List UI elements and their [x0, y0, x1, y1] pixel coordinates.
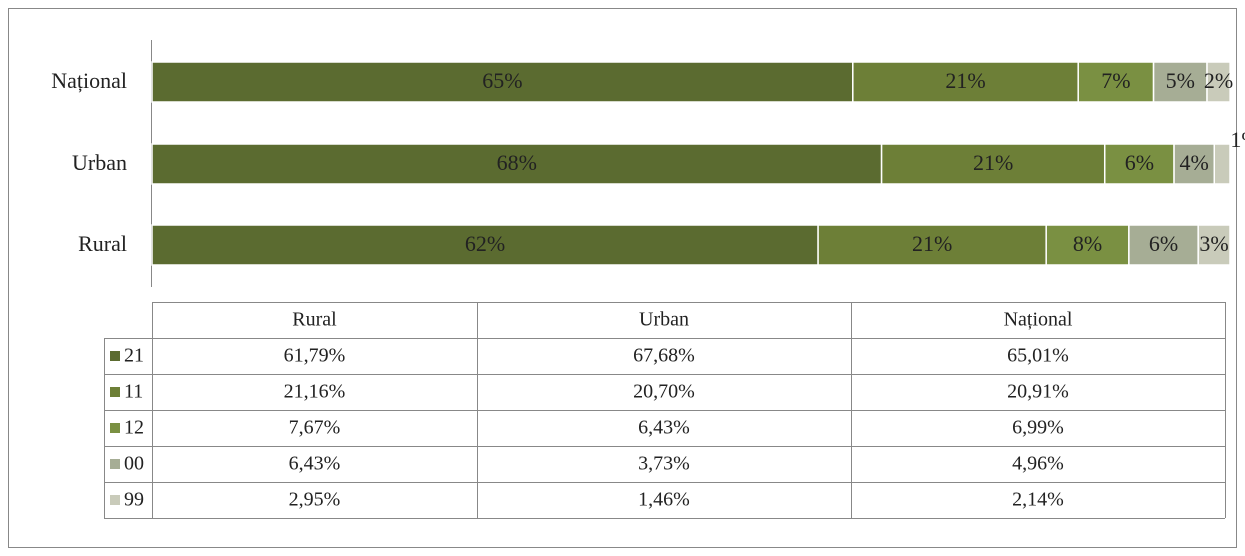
legend-label: 12 [124, 417, 144, 439]
table-cell: 6,99% [1012, 417, 1064, 439]
legend-swatch [110, 387, 120, 397]
data-label: 3% [1199, 231, 1228, 256]
data-label: 6% [1125, 150, 1154, 175]
data-label: 68% [497, 150, 537, 175]
table-cell: 2,14% [1012, 489, 1064, 511]
table-cell: 2,95% [289, 489, 341, 511]
category-label: Național [51, 68, 127, 93]
bar-segment [151, 61, 854, 103]
category-label: Urban [72, 150, 127, 175]
data-label: 6% [1149, 231, 1178, 256]
table-cell: 67,68% [633, 345, 695, 367]
data-label: 5% [1166, 68, 1195, 93]
table-cell: 61,79% [284, 345, 346, 367]
data-label: 1% [1230, 127, 1245, 152]
legend-swatch [110, 495, 120, 505]
table-cell: 20,91% [1007, 381, 1069, 403]
table-cell: 4,96% [1012, 453, 1064, 475]
data-label: 8% [1073, 231, 1102, 256]
data-label: 2% [1204, 68, 1233, 93]
table-cell: 7,67% [289, 417, 341, 439]
bar-segment [817, 224, 1047, 266]
legend-swatch [110, 459, 120, 469]
bar-segment [1152, 61, 1208, 103]
bar-segment [1213, 143, 1231, 185]
data-label: 65% [482, 68, 522, 93]
table-header: Urban [639, 309, 689, 331]
legend-label: 21 [124, 345, 144, 367]
table-cell: 6,43% [638, 417, 690, 439]
bar-segment [1103, 143, 1175, 185]
table-header: Național [1004, 309, 1073, 331]
category-label: Rural [78, 231, 127, 256]
bar-segment [1173, 143, 1216, 185]
legend-label: 99 [124, 489, 144, 511]
bar-segment [1077, 61, 1155, 103]
table-cell: 3,73% [638, 453, 690, 475]
table-cell: 65,01% [1007, 345, 1069, 367]
data-label: 4% [1179, 150, 1208, 175]
table-cell: 20,70% [633, 381, 695, 403]
data-label: 7% [1101, 68, 1130, 93]
table-cell: 1,46% [638, 489, 690, 511]
table-cell: 6,43% [289, 453, 341, 475]
data-label: 21% [912, 231, 952, 256]
data-label: 21% [973, 150, 1013, 175]
bar-segment [1197, 224, 1231, 266]
legend-label: 11 [124, 381, 143, 403]
bar-segment [151, 224, 819, 266]
legend-swatch [110, 351, 120, 361]
legend-swatch [110, 423, 120, 433]
legend-label: 00 [124, 453, 144, 475]
table-cell: 21,16% [284, 381, 346, 403]
table-header: Rural [292, 309, 337, 331]
data-label: 21% [945, 68, 985, 93]
data-label: 62% [465, 231, 505, 256]
bar-segment [1206, 61, 1231, 103]
